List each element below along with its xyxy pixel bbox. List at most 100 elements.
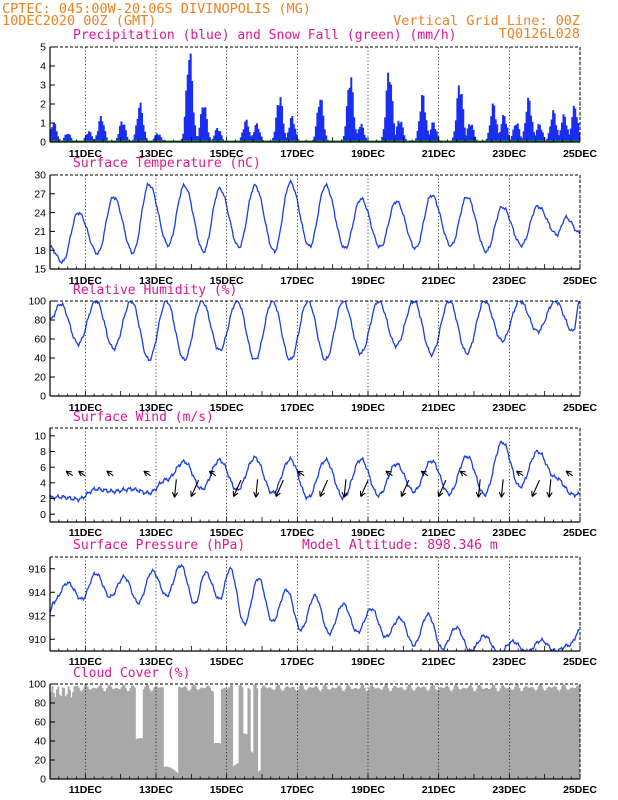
cloud-bar (466, 687, 469, 779)
precip-bar (67, 133, 70, 142)
precip-bar (512, 129, 515, 142)
cloud-bar (51, 685, 54, 779)
cloud-bar (170, 768, 173, 779)
precip-bar (363, 134, 366, 142)
y-tick-label: 20 (34, 755, 46, 767)
precip-bar (201, 107, 204, 142)
cloud-bar (231, 685, 234, 779)
precip-bar (152, 138, 155, 142)
precip-bar (365, 137, 368, 142)
y-tick-label: 80 (34, 698, 46, 710)
precip-bar (123, 124, 126, 142)
cloud-bar (92, 687, 95, 779)
cloud-bar (241, 687, 244, 779)
x-tick-label: 13DEC (139, 527, 173, 539)
precip-bar (133, 134, 136, 142)
cloud-bar (393, 685, 396, 779)
cloud-bar (480, 686, 483, 779)
precip-bar (194, 125, 197, 142)
precip-bar (494, 119, 497, 142)
cloud-bar (344, 688, 347, 779)
precip-bar (348, 87, 351, 142)
cloud-bar (83, 685, 86, 779)
cloud-bar (558, 691, 561, 779)
precip-bar (469, 125, 472, 142)
precip-bar (347, 89, 350, 142)
precip-bar (532, 132, 535, 142)
cloud-bar (354, 687, 357, 779)
cloud-bar (449, 690, 452, 779)
precip-bar (462, 109, 465, 142)
precip-bar (65, 134, 68, 142)
cloud-bar (76, 685, 79, 779)
cloud-bar (166, 766, 169, 779)
x-tick-label: 15DEC (210, 402, 244, 414)
precip-bar (145, 137, 148, 142)
cloud-bar (329, 688, 332, 779)
cloud-bar (114, 687, 117, 779)
precip-bar (416, 130, 419, 142)
precip-bar (357, 129, 360, 142)
cloud-bar (257, 771, 260, 779)
cloud-bar (334, 688, 337, 779)
cloud-bar (313, 686, 316, 779)
precip-bar (258, 132, 261, 142)
cloud-bar (219, 743, 222, 779)
precip-bar (88, 131, 91, 142)
cloud-bar (520, 691, 522, 779)
cloud-bar (69, 689, 71, 779)
precip-bar (463, 127, 466, 142)
precip-bar (96, 131, 99, 142)
precip-bar (435, 131, 438, 142)
precip-bar (126, 136, 129, 142)
precip-bar (356, 133, 359, 142)
x-tick-label: 19DEC (351, 148, 385, 160)
cloud-bar (384, 684, 387, 779)
cloud-bar (570, 687, 572, 779)
wind-arrow (106, 470, 114, 477)
cloud-bar (272, 690, 275, 779)
cloud-bar (198, 689, 201, 779)
wind-arrow (190, 479, 200, 497)
cloud-bar (436, 690, 438, 779)
cloud-bar (413, 690, 416, 779)
precip-bar (141, 113, 144, 142)
cloud-bar (341, 690, 344, 779)
precip-bar (120, 121, 123, 142)
cloud-bar (578, 687, 580, 779)
cloud-bar (350, 688, 353, 779)
precip-bar (578, 132, 580, 142)
cloud-bar (265, 687, 267, 779)
cloud-bar (405, 689, 407, 779)
cloud-bar (282, 690, 285, 779)
cloud-bar (86, 686, 89, 779)
y-tick-label: 60 (34, 334, 46, 346)
precip-bar (528, 100, 531, 142)
x-tick-label: 21DEC (422, 402, 456, 414)
cloud-bar (561, 685, 564, 779)
precip-bar (158, 134, 161, 142)
cloud-bar (571, 687, 574, 779)
precip-bar (254, 125, 257, 142)
cloud-bar (215, 742, 217, 779)
panel-pres: 910 912 914 916 11DEC 13DEC 15DEC 17DEC 19DEC 21D… (28, 538, 597, 668)
cloud-bar (244, 733, 247, 779)
x-tick-label: 15DEC (210, 148, 244, 160)
y-tick-label: 2 (40, 99, 46, 111)
precip-bar (186, 74, 189, 142)
precip-bar (51, 127, 54, 142)
cloud-bar (132, 685, 135, 779)
cloud-bar (156, 686, 158, 779)
precip-bar (317, 106, 320, 142)
cloud-bar (552, 687, 555, 779)
precip-bar (353, 117, 356, 142)
precip-bar (487, 132, 490, 142)
cloud-bar (172, 769, 175, 779)
cloud-bar (116, 688, 119, 779)
wind-arrow (516, 470, 524, 477)
precip-bar (260, 136, 263, 142)
wind-arrow (65, 470, 74, 477)
precip-bar (525, 111, 528, 142)
cloud-bar (363, 687, 366, 779)
cloud-bar (475, 688, 478, 779)
